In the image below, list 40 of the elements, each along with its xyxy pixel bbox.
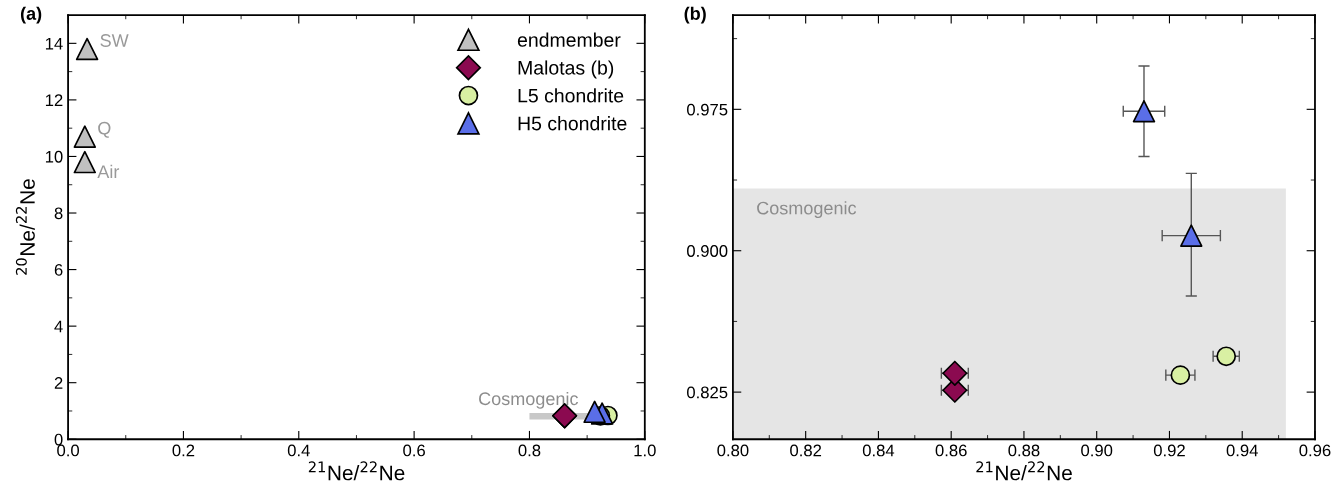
x-tick-label: 0.82 bbox=[790, 444, 822, 457]
y-tick-label: 0 bbox=[54, 433, 63, 446]
y-tick-label: 14 bbox=[45, 37, 63, 50]
legend-label: H5 chondrite bbox=[518, 116, 627, 131]
x-axis-title: $^{21}$Ne/$^{22}$Ne bbox=[976, 461, 1072, 481]
x-tick-label: 1.0 bbox=[634, 444, 656, 457]
y-axis-title: $^{20}$Ne/$^{22}$Ne bbox=[15, 179, 35, 275]
x-tick-label: 0.94 bbox=[1226, 444, 1258, 457]
annotation: Cosmogenic bbox=[479, 391, 579, 409]
x-tick-label: 0.84 bbox=[862, 444, 895, 457]
legend-label: L5 chondrite bbox=[518, 88, 624, 103]
y-tick-label: 0.900 bbox=[687, 245, 728, 257]
chart-title: (a) bbox=[20, 6, 42, 24]
y-tick-label: 12 bbox=[45, 94, 63, 106]
x-tick-label: 0.8 bbox=[518, 444, 541, 457]
legend-label: Malotas (b) bbox=[518, 60, 614, 79]
x-tick-label: 0.88 bbox=[1008, 444, 1040, 457]
annotation: Cosmogenic bbox=[757, 201, 857, 219]
y-tick-label: 2 bbox=[54, 377, 63, 389]
data-label: Air bbox=[97, 164, 120, 178]
x-tick-label: 0.86 bbox=[935, 444, 967, 457]
x-axis-title: $^{21}$Ne/$^{22}$Ne bbox=[308, 461, 405, 481]
y-tick-label: 8 bbox=[54, 207, 63, 220]
data-label: Q bbox=[98, 121, 111, 138]
y-tick-label: 4 bbox=[54, 320, 63, 333]
y-tick-label: 10 bbox=[45, 150, 63, 163]
x-tick-label: 0.96 bbox=[1299, 444, 1331, 457]
data-label: SW bbox=[100, 34, 129, 47]
y-tick-label: 6 bbox=[54, 263, 63, 276]
legend-label: endmember bbox=[517, 32, 621, 47]
x-tick-label: 0.90 bbox=[1081, 444, 1113, 457]
x-tick-label: 0.0 bbox=[57, 444, 80, 457]
x-tick-label: 0.4 bbox=[287, 444, 310, 457]
x-tick-label: 0.80 bbox=[717, 444, 749, 457]
x-tick-label: 0.2 bbox=[172, 444, 195, 457]
y-tick-label: 0.825 bbox=[687, 386, 728, 399]
y-tick-label: 0.975 bbox=[687, 103, 728, 116]
x-tick-label: 0.92 bbox=[1153, 444, 1185, 457]
x-tick-label: 0.6 bbox=[403, 444, 425, 457]
chart-title: (b) bbox=[684, 6, 706, 24]
